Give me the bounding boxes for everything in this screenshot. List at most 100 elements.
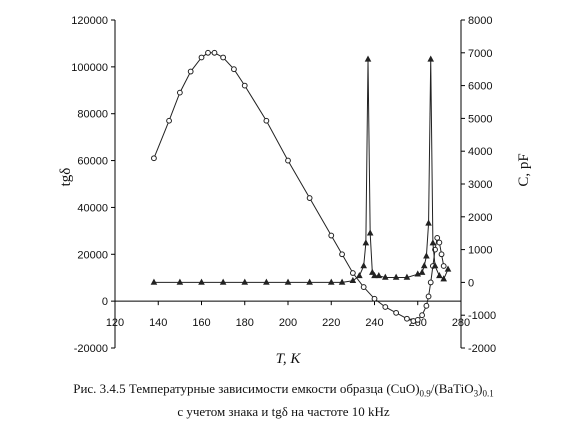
y-right-tick-label: 8000 (468, 15, 492, 27)
data-point-triangle (263, 278, 270, 285)
data-point-triangle (327, 278, 335, 285)
data-point-triangle (366, 229, 374, 236)
x-tick-label: 180 (236, 317, 254, 329)
caption-line-1: Рис. 3.4.5 Температурные зависимости емк… (73, 381, 494, 399)
y-left-tick-label: 100000 (71, 62, 108, 74)
x-tick-label: 240 (365, 317, 383, 329)
data-point-triangle (219, 278, 227, 285)
x-axis-title: T, K (276, 351, 302, 367)
series-tgd (151, 49, 447, 324)
data-point-circle (360, 284, 367, 290)
data-point-triangle (418, 268, 426, 275)
y-left-tick-label: 20000 (77, 249, 108, 261)
y-right-tick-label: 4000 (468, 146, 492, 158)
data-point-triangle (403, 273, 411, 280)
data-point-triangle (349, 276, 357, 284)
data-point-triangle (425, 219, 432, 226)
data-point-circle (393, 309, 400, 316)
data-point-triangle (369, 268, 376, 275)
y-right-tick-label: 6000 (468, 81, 492, 93)
data-point-triangle (362, 239, 370, 246)
data-point-circle (423, 302, 430, 309)
chart-axes: -20000020000400006000080000100000120000-… (71, 15, 496, 355)
data-point-triangle (306, 278, 313, 285)
y-left-tick-label: 120000 (71, 15, 108, 27)
data-point-circle (166, 117, 172, 124)
x-tick-label: 220 (322, 317, 340, 329)
data-point-circle (241, 82, 248, 89)
data-point-circle (151, 155, 157, 162)
data-point-triangle (423, 252, 430, 259)
data-point-circle (198, 54, 205, 61)
data-point-circle (414, 316, 421, 323)
x-tick-label: 280 (452, 317, 470, 329)
data-point-triangle (241, 278, 249, 285)
data-point-circle (382, 304, 389, 310)
figure-caption: Рис. 3.4.5 Температурные зависимости емк… (0, 380, 567, 420)
data-point-triangle (284, 278, 292, 285)
data-point-triangle (176, 278, 184, 285)
x-tick-label: 200 (279, 317, 297, 329)
data-point-triangle (338, 278, 346, 285)
data-point-circle (306, 195, 313, 201)
data-point-circle (434, 234, 441, 241)
data-point-circle (440, 263, 447, 269)
y-left-tick-label: -20000 (74, 343, 108, 355)
data-point-circle (371, 295, 378, 302)
y-right-tick-label: -2000 (468, 343, 496, 355)
data-point-circle (339, 251, 345, 258)
data-point-triangle (427, 55, 435, 62)
data-point-triangle (431, 262, 439, 269)
data-point-triangle (371, 272, 378, 279)
data-point-triangle (356, 272, 363, 279)
data-point-triangle (375, 272, 383, 279)
y-right-tick-label: -1000 (468, 310, 496, 322)
y-axis-right-title: C, pF (516, 153, 532, 186)
data-point-circle (176, 89, 183, 96)
data-point-circle (419, 312, 425, 319)
series-capacitance (150, 55, 452, 285)
y-left-tick-label: 60000 (77, 156, 108, 168)
y-right-tick-label: 7000 (468, 48, 492, 60)
data-point-circle (205, 49, 211, 56)
data-point-circle (438, 251, 445, 258)
data-point-circle (211, 49, 218, 56)
data-point-triangle (444, 265, 452, 272)
data-point-circle (220, 54, 227, 61)
data-point-triangle (440, 275, 448, 282)
x-tick-label: 120 (106, 317, 124, 329)
data-point-circle (285, 157, 291, 164)
y-left-tick-label: 80000 (77, 109, 108, 121)
data-point-circle (425, 293, 432, 300)
y-right-tick-label: 1000 (468, 245, 492, 257)
data-point-triangle (198, 278, 205, 285)
data-point-circle (436, 239, 443, 246)
data-point-circle (404, 315, 410, 322)
data-point-triangle (364, 55, 372, 62)
series-line (153, 59, 449, 283)
data-point-triangle (150, 278, 158, 285)
y-right-tick-label: 2000 (468, 212, 492, 224)
y-left-tick-label: 40000 (77, 202, 108, 214)
data-point-triangle (414, 270, 422, 277)
data-point-circle (263, 117, 270, 124)
data-point-circle (328, 232, 335, 239)
data-point-triangle (429, 239, 437, 246)
x-tick-label: 160 (192, 317, 210, 329)
data-point-circle (231, 66, 237, 73)
x-tick-label: 140 (149, 317, 167, 329)
data-point-circle (427, 279, 434, 286)
data-point-circle (349, 270, 356, 276)
y-right-tick-label: 0 (468, 277, 474, 289)
data-point-triangle (392, 273, 400, 280)
data-point-circle (187, 68, 194, 75)
y-left-tick-label: 0 (102, 296, 108, 308)
series-line (153, 52, 445, 322)
y-axis-left-title: tgδ (58, 168, 74, 187)
data-point-triangle (420, 262, 428, 269)
y-right-tick-label: 3000 (468, 179, 492, 191)
chart-area: -20000020000400006000080000100000120000-… (58, 15, 532, 367)
data-point-triangle (436, 272, 443, 279)
data-point-triangle (382, 273, 389, 280)
data-point-triangle (360, 262, 367, 269)
